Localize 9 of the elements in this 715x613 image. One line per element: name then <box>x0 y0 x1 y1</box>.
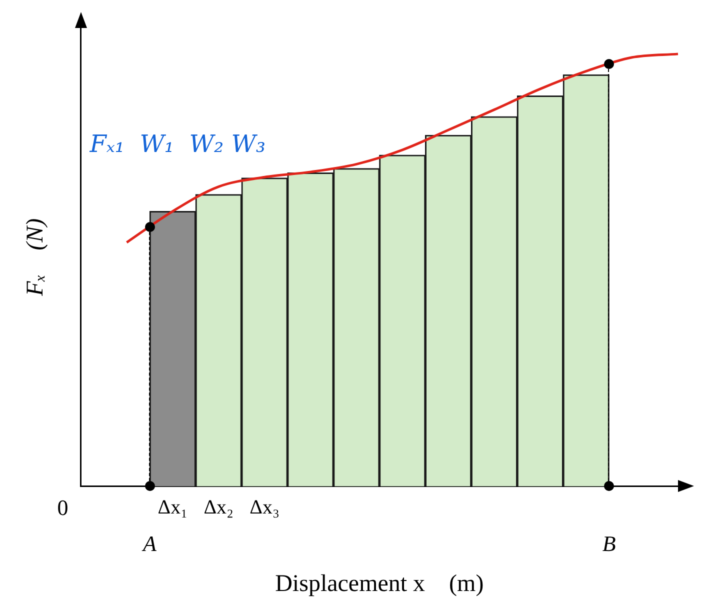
y-axis-title: Fₓ (N) <box>22 218 49 297</box>
x-axis-title: Displacement x (m) <box>275 570 484 597</box>
text: A <box>140 530 157 556</box>
x-tick-label: Δx₁ <box>158 496 188 518</box>
text: 0 <box>57 494 68 520</box>
annotation: Fₓ₁ W₁ W₂ W₃ <box>88 130 266 158</box>
x-tick-label: Δx₃ <box>250 496 280 518</box>
text: B <box>602 530 616 556</box>
x-tick-label: Δx₂ <box>204 496 234 518</box>
